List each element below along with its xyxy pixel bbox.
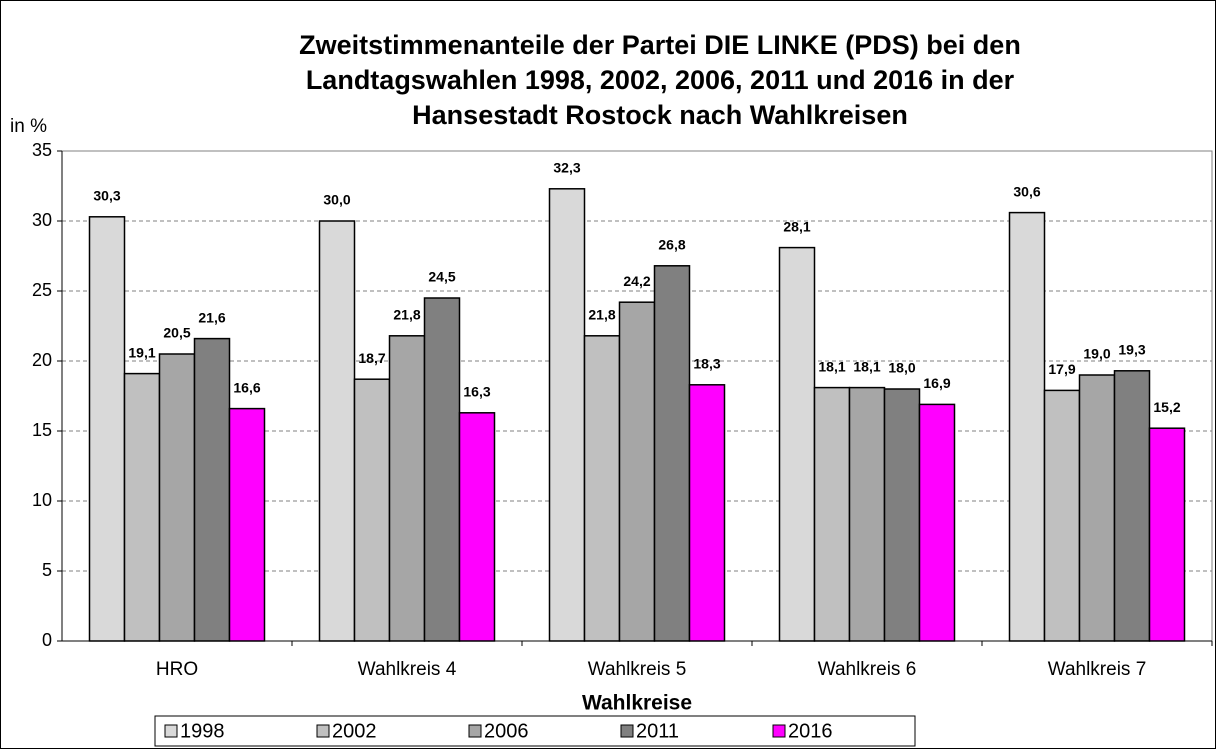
bar: [918, 403, 956, 642]
legend-label: 2011: [636, 720, 679, 742]
legend-swatch: [620, 724, 634, 738]
bar: [583, 335, 621, 642]
y-tick-label: 15: [32, 420, 52, 440]
bar: [158, 353, 196, 642]
legend-box: [154, 715, 916, 747]
bar: [318, 220, 356, 642]
legend-swatch: [468, 724, 482, 738]
data-label: 15,2: [1153, 399, 1180, 415]
y-tick-label: 20: [32, 350, 52, 370]
chart-title: Zweitstimmenanteile der Partei DIE LINKE…: [299, 30, 1021, 60]
data-label: 18,0: [888, 360, 915, 376]
y-axis-label: in %: [10, 116, 47, 137]
legend-label: 2016: [788, 720, 833, 742]
bar: [813, 386, 851, 642]
data-label: 19,1: [128, 344, 155, 360]
data-label: 16,6: [233, 379, 260, 395]
data-label: 18,3: [693, 356, 720, 372]
x-tick-label: Wahlkreis 5: [588, 659, 687, 680]
y-tick-label: 10: [32, 490, 52, 510]
x-tick-label: HRO: [156, 659, 198, 680]
legend-label: 2006: [484, 720, 529, 742]
data-label: 21,6: [198, 309, 225, 325]
data-label: 19,0: [1083, 346, 1110, 362]
legend-label: 2002: [332, 720, 377, 742]
data-label: 24,5: [428, 269, 455, 285]
bar: [618, 301, 656, 642]
bar: [883, 388, 921, 642]
bar: [193, 337, 231, 642]
data-label: 21,8: [393, 307, 420, 323]
legend-label: 1998: [180, 720, 225, 742]
data-label: 26,8: [658, 237, 685, 253]
data-label: 18,1: [818, 358, 845, 374]
bar: [1078, 374, 1116, 642]
data-label: 30,0: [323, 192, 350, 208]
bar: [778, 246, 816, 642]
data-label: 32,3: [553, 160, 580, 176]
x-tick-label: Wahlkreis 4: [358, 659, 457, 680]
x-axis-label: Wahlkreise: [582, 692, 692, 715]
y-tick-label: 5: [42, 560, 52, 580]
legend-swatch: [164, 724, 178, 738]
data-label: 19,3: [1118, 342, 1145, 358]
data-label: 28,1: [783, 218, 810, 234]
bar: [423, 297, 461, 642]
bar: [1113, 370, 1151, 642]
bar: [1008, 211, 1046, 642]
bar: [123, 372, 161, 642]
y-tick-label: 35: [32, 140, 52, 160]
data-label: 30,3: [93, 188, 120, 204]
data-label: 18,1: [853, 358, 880, 374]
bar: [548, 188, 586, 642]
data-label: 30,6: [1013, 183, 1040, 199]
y-tick-label: 0: [42, 630, 52, 650]
legend-swatch: [316, 724, 330, 738]
bar: [353, 378, 391, 642]
bar: [228, 407, 266, 642]
bar: [458, 412, 496, 642]
data-label: 17,9: [1048, 361, 1075, 377]
bar: [88, 216, 126, 642]
x-tick-label: Wahlkreis 6: [818, 659, 917, 680]
y-tick-label: 30: [32, 210, 52, 230]
bar: [1148, 427, 1186, 642]
bar: [688, 384, 726, 642]
x-tick-label: Wahlkreis 7: [1048, 659, 1147, 680]
bar: [1043, 389, 1081, 642]
bar: [653, 265, 691, 642]
data-label: 16,3: [463, 384, 490, 400]
data-label: 20,5: [163, 325, 190, 341]
data-label: 24,2: [623, 273, 650, 289]
bar: [848, 386, 886, 642]
legend-swatch: [772, 724, 786, 738]
y-tick-label: 25: [32, 280, 52, 300]
data-label: 16,9: [923, 375, 950, 391]
chart-title: Landtagswahlen 1998, 2002, 2006, 2011 un…: [306, 65, 1015, 95]
bar: [388, 335, 426, 642]
data-label: 21,8: [588, 307, 615, 323]
data-label: 18,7: [358, 350, 385, 366]
chart-title: Hansestadt Rostock nach Wahlkreisen: [412, 100, 908, 130]
